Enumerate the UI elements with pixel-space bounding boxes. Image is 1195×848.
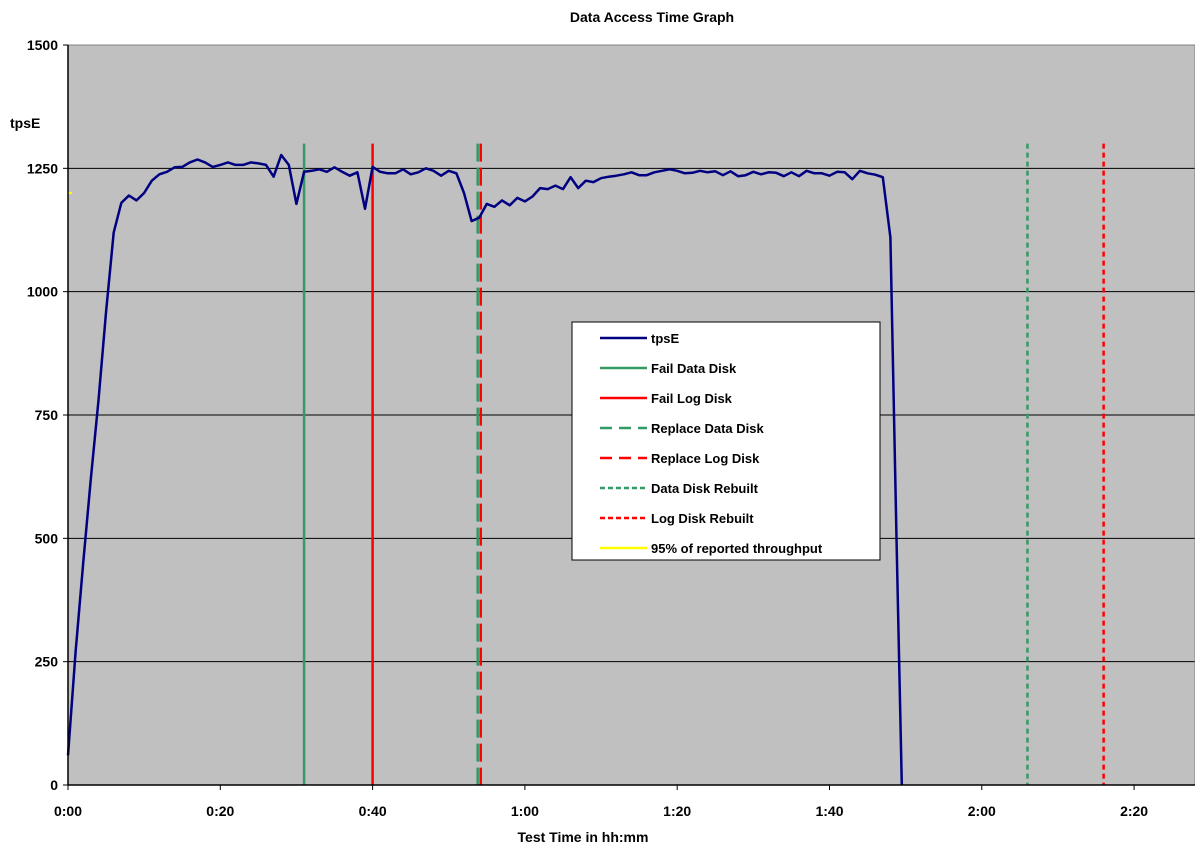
legend-label-fail-log-disk: Fail Log Disk — [651, 391, 733, 406]
y-ticks: 0 250 500 750 1000 1250 1500 — [27, 37, 68, 793]
legend-label-fail-data-disk: Fail Data Disk — [651, 361, 737, 376]
x-tick-label: 1:20 — [663, 803, 691, 819]
y-tick-label: 1250 — [27, 160, 58, 176]
y-tick-label: 500 — [35, 530, 59, 546]
y-tick-label: 0 — [50, 777, 58, 793]
y-tick-label: 250 — [35, 654, 59, 670]
series-lines — [66, 153, 904, 786]
x-tick-label: 2:00 — [968, 803, 996, 819]
y-tick-label: 750 — [35, 407, 59, 423]
chart-title: Data Access Time Graph — [570, 9, 734, 25]
legend-box — [571, 321, 881, 561]
x-tick-label: 1:40 — [815, 803, 843, 819]
legend-label-log-disk-rebuilt: Log Disk Rebuilt — [651, 511, 754, 526]
x-tick-label: 2:20 — [1120, 803, 1148, 819]
tpse-line — [66, 153, 904, 786]
x-axis-label: Test Time in hh:mm — [518, 829, 649, 845]
legend-label-95-of-reported-throughput: 95% of reported throughput — [651, 541, 823, 556]
legend-label-data-disk-rebuilt: Data Disk Rebuilt — [651, 481, 759, 496]
x-ticks: 0:00 0:20 0:40 1:00 1:20 1:40 2:00 2:20 — [54, 785, 1148, 819]
y-axis-label: tpsE — [10, 115, 40, 131]
y-tick-label: 1500 — [27, 37, 58, 53]
x-tick-label: 0:40 — [359, 803, 387, 819]
vertical-markers — [68, 143, 1105, 785]
legend-label-replace-log-disk: Replace Log Disk — [651, 451, 760, 466]
y-tick-label: 1000 — [27, 284, 58, 300]
legend-label-replace-data-disk: Replace Data Disk — [651, 421, 764, 436]
legend: tpsE Fail Data Disk Fail Log Disk Replace D… — [571, 321, 881, 561]
x-tick-label: 0:20 — [206, 803, 234, 819]
x-tick-label: 1:00 — [511, 803, 539, 819]
legend-label-tpse: tpsE — [651, 331, 680, 346]
x-tick-label: 0:00 — [54, 803, 82, 819]
